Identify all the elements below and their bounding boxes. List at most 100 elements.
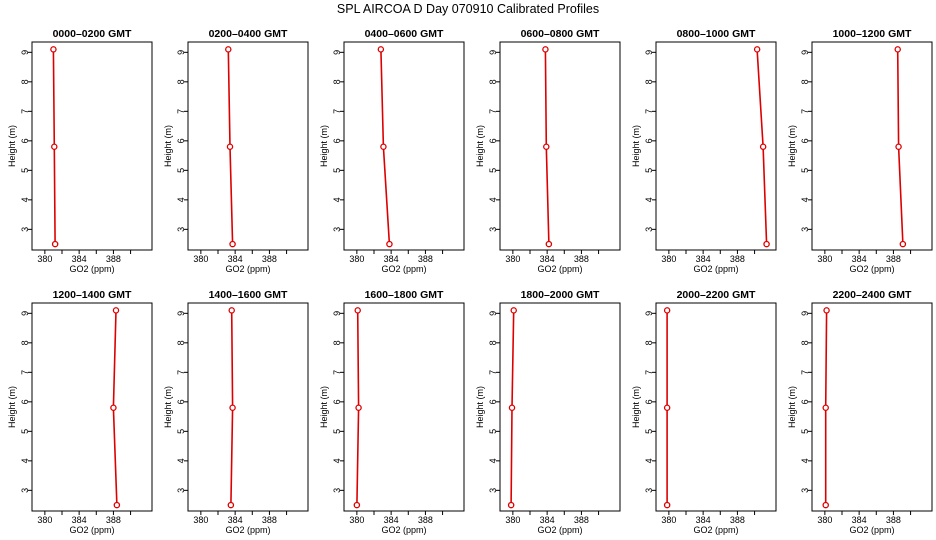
profile-point (113, 501, 121, 509)
profile-point (354, 307, 361, 314)
panel-2: 0200–0400 GMT 380 384 388 3 4 5 6 7 8 9 GO2 (ppm) He… (163, 28, 309, 274)
y-tick-label: 4 (644, 197, 654, 202)
y-tick-label: 3 (20, 488, 30, 493)
y-axis-label: Height (m) (319, 125, 329, 167)
profile-point (228, 307, 235, 314)
x-axis-label: GO2 (ppm) (225, 264, 270, 274)
plot-frame (343, 41, 465, 251)
x-tick-label: 380 (661, 254, 676, 264)
panel-title: 2200–2400 GMT (833, 289, 912, 301)
panel-12: 2200–2400 GMT 380 384 388 3 4 5 6 7 8 9 GO2 (ppm) He… (787, 289, 933, 535)
x-tick-label: 380 (37, 515, 52, 525)
y-axis-label: Height (m) (7, 125, 17, 167)
profile-point (377, 46, 385, 53)
y-tick-label: 5 (332, 429, 342, 434)
y-tick-label: 3 (20, 227, 30, 232)
y-tick-label: 9 (488, 50, 498, 55)
plot-frame (811, 41, 933, 251)
profile-point (380, 143, 387, 150)
y-tick-label: 9 (20, 311, 30, 316)
profile-point (225, 46, 232, 53)
x-tick-label: 388 (574, 515, 589, 525)
x-tick-label: 384 (228, 254, 243, 264)
plot-frame (187, 41, 309, 251)
x-tick-label: 380 (349, 254, 364, 264)
profile-point (823, 307, 830, 314)
profile-point (229, 240, 236, 248)
y-tick-label: 6 (644, 399, 654, 404)
panel-title: 0400–0600 GMT (365, 28, 444, 40)
figure-title: SPL AIRCOA D Day 070910 Calibrated Profi… (337, 2, 599, 16)
y-axis-label: Height (m) (787, 386, 797, 428)
profile-point (763, 240, 770, 248)
profile-point (355, 404, 362, 411)
profile-point (50, 46, 57, 53)
y-tick-label: 4 (176, 458, 186, 463)
x-tick-label: 384 (228, 515, 243, 525)
x-axis-label: GO2 (ppm) (381, 525, 426, 535)
y-tick-label: 6 (332, 138, 342, 143)
y-tick-label: 5 (176, 168, 186, 173)
y-tick-label: 8 (332, 340, 342, 345)
panel-5: 0800–1000 GMT 380 384 388 3 4 5 6 7 8 9 GO2 (ppm) He… (631, 28, 777, 274)
y-tick-label: 7 (488, 370, 498, 375)
y-tick-label: 4 (800, 458, 810, 463)
profile-point (51, 143, 58, 150)
y-tick-label: 3 (332, 488, 342, 493)
y-tick-label: 8 (176, 340, 186, 345)
profile-point (353, 501, 361, 509)
plot-frame (499, 41, 621, 251)
x-tick-label: 380 (505, 254, 520, 264)
y-tick-label: 7 (176, 370, 186, 375)
profile-point (229, 404, 236, 411)
y-tick-label: 5 (20, 429, 30, 434)
x-axis-label: GO2 (ppm) (537, 264, 582, 274)
panel-title: 1400–1600 GMT (209, 289, 288, 301)
profile-point (895, 143, 902, 150)
y-tick-label: 5 (332, 168, 342, 173)
profile-point (110, 404, 117, 411)
profile-point (226, 143, 234, 150)
x-tick-label: 380 (37, 254, 52, 264)
y-tick-label: 9 (644, 50, 654, 55)
profile-point (753, 46, 761, 53)
y-tick-label: 9 (488, 311, 498, 316)
panel-7: 1200–1400 GMT 380 384 388 3 4 5 6 7 8 9 GO2 (ppm) He… (7, 289, 153, 535)
x-axis-label: GO2 (ppm) (537, 525, 582, 535)
profile-point (545, 240, 553, 248)
profile-point (663, 501, 671, 509)
panel-1: 0000–0200 GMT 380 384 388 3 4 5 6 7 8 9 GO2 (ppm) He… (7, 28, 153, 274)
x-tick-label: 380 (505, 515, 520, 525)
y-axis-label: Height (m) (163, 386, 173, 428)
x-tick-label: 380 (193, 254, 208, 264)
profile-point (386, 240, 393, 248)
y-tick-label: 4 (332, 197, 342, 202)
y-tick-label: 7 (176, 109, 186, 114)
profile-point (899, 240, 907, 248)
x-tick-label: 388 (730, 515, 745, 525)
panel-title: 1800–2000 GMT (521, 289, 600, 301)
x-tick-label: 380 (349, 515, 364, 525)
y-tick-label: 8 (488, 79, 498, 84)
y-tick-label: 4 (332, 458, 342, 463)
panel-10: 1800–2000 GMT 380 384 388 3 4 5 6 7 8 9 GO2 (ppm) He… (475, 289, 621, 535)
y-tick-label: 6 (332, 399, 342, 404)
panel-title: 2000–2200 GMT (677, 289, 756, 301)
x-axis-label: GO2 (ppm) (69, 525, 114, 535)
y-tick-label: 5 (800, 429, 810, 434)
x-axis-label: GO2 (ppm) (849, 525, 894, 535)
y-tick-label: 4 (800, 197, 810, 202)
y-tick-label: 8 (800, 340, 810, 345)
y-tick-label: 8 (800, 79, 810, 84)
y-tick-label: 5 (488, 429, 498, 434)
y-tick-label: 3 (176, 488, 186, 493)
y-tick-label: 8 (644, 340, 654, 345)
profile-point (663, 404, 671, 411)
y-tick-label: 3 (800, 488, 810, 493)
x-tick-label: 388 (262, 515, 277, 525)
panel-title: 0200–0400 GMT (209, 28, 288, 40)
y-tick-label: 3 (644, 227, 654, 232)
y-tick-label: 7 (20, 370, 30, 375)
